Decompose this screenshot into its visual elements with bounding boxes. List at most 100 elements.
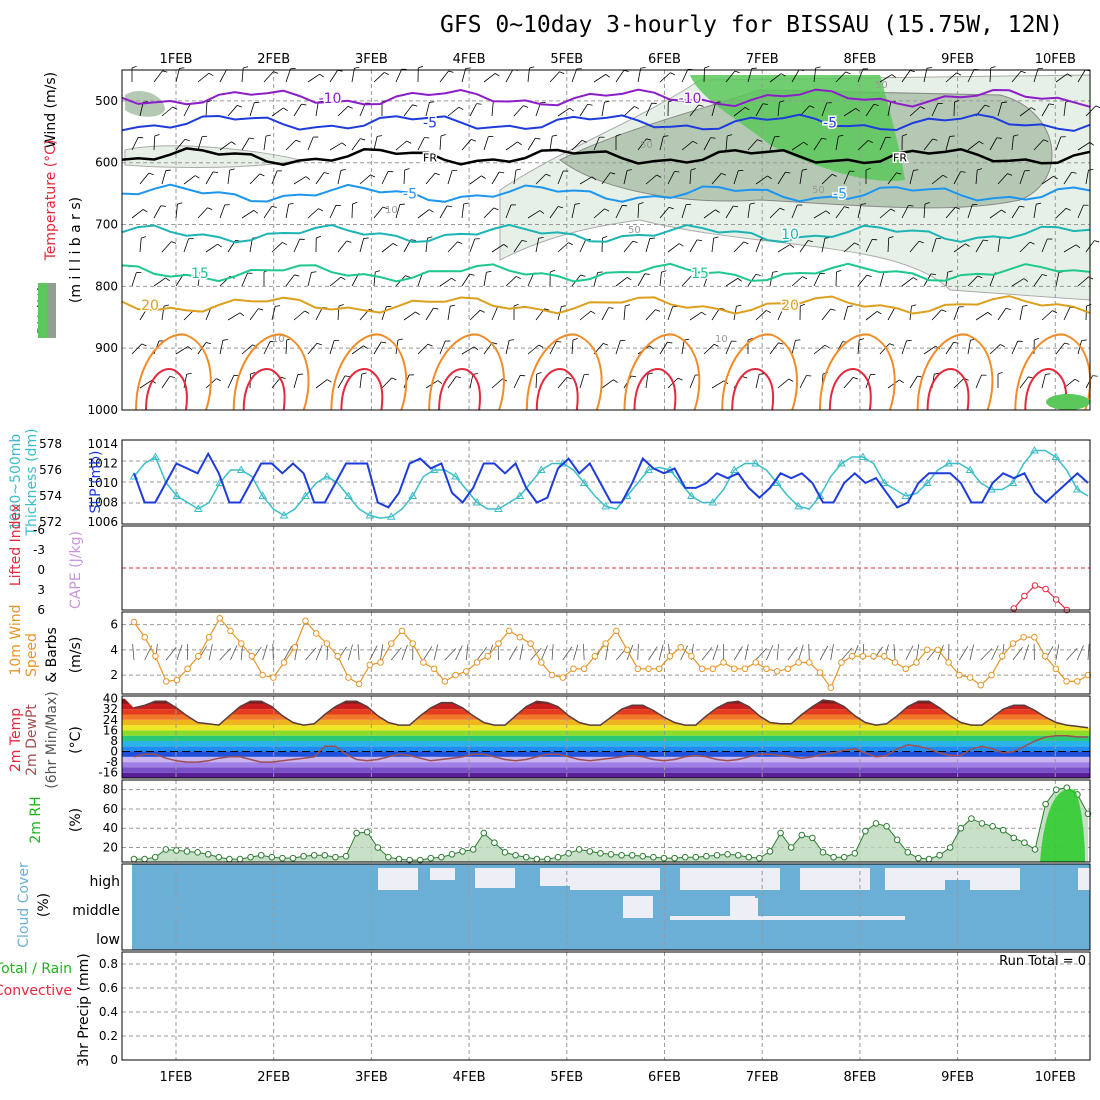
wind-barb-flag bbox=[889, 343, 895, 346]
li-tick-label: -6 bbox=[33, 523, 45, 537]
ylabel-cape: CAPE (J/kg) bbox=[68, 531, 84, 609]
wind-barb-flag bbox=[494, 73, 500, 77]
rh-shade-surface bbox=[1046, 394, 1090, 410]
wind-barb bbox=[469, 238, 476, 253]
wind-barb-flag bbox=[194, 175, 200, 179]
wind-barb bbox=[975, 374, 982, 389]
rh-marker bbox=[607, 850, 615, 858]
thickness-marker bbox=[1072, 485, 1082, 493]
wind-barb bbox=[1033, 204, 1037, 219]
wind-barb-flag bbox=[684, 338, 690, 341]
wind10-barb bbox=[1066, 647, 1078, 661]
wind10-marker bbox=[216, 615, 224, 622]
rh-marker bbox=[215, 853, 223, 861]
cloud-clear-patch bbox=[378, 868, 418, 890]
wind10-marker bbox=[848, 652, 856, 660]
isotherm-label: 15 bbox=[691, 266, 709, 282]
slp-tick-label: 1006 bbox=[87, 515, 118, 529]
wind-barb bbox=[505, 204, 512, 219]
wind-barb-flag bbox=[405, 275, 411, 278]
wind-barb-flag bbox=[997, 371, 1003, 375]
wind-barb bbox=[769, 136, 775, 151]
wind10-barb bbox=[455, 645, 463, 661]
wind-barb bbox=[967, 141, 980, 151]
wind-barb bbox=[835, 71, 847, 83]
wind-barb-flag bbox=[169, 376, 175, 378]
date-label-top: 2FEB bbox=[257, 52, 290, 67]
thickness-marker bbox=[794, 501, 803, 510]
wind-barb bbox=[1019, 306, 1024, 321]
wind-barb bbox=[835, 136, 839, 151]
wind-barb bbox=[901, 340, 907, 355]
wind-barb bbox=[681, 275, 692, 287]
cloud-clear-patch bbox=[475, 868, 515, 888]
temp2m-line bbox=[133, 699, 1089, 729]
wind10-barb bbox=[808, 643, 810, 661]
wind-barb-flag bbox=[780, 73, 786, 77]
temp-color-band bbox=[122, 751, 1090, 757]
wind-barb-flag bbox=[912, 277, 918, 281]
wind-barb bbox=[637, 203, 640, 219]
lifted-index-marker bbox=[1042, 585, 1049, 593]
wind-barb bbox=[1011, 278, 1025, 287]
wind-barb bbox=[505, 340, 510, 355]
wind-barb bbox=[579, 239, 587, 253]
wind-barb-flag bbox=[613, 379, 618, 383]
wind-barb bbox=[799, 240, 809, 253]
wind-barb bbox=[293, 103, 302, 117]
rh-marker bbox=[395, 855, 403, 863]
date-label-bottom: 1FEB bbox=[160, 1070, 193, 1085]
wind-barb-flag bbox=[930, 273, 937, 276]
pressure-tick-label: 1000 bbox=[87, 403, 118, 417]
cloud-clear-patch bbox=[430, 868, 455, 880]
wind10-marker bbox=[720, 659, 727, 666]
wind-barb bbox=[329, 205, 337, 219]
rh-moist-area bbox=[1040, 789, 1085, 862]
date-label-top: 6FEB bbox=[648, 52, 681, 67]
wind-barb-flag bbox=[340, 169, 346, 171]
panel-frame bbox=[121, 525, 1091, 611]
wind-barb bbox=[923, 345, 936, 355]
ylabel-speed: Speed bbox=[24, 633, 40, 677]
wind-barb bbox=[307, 73, 320, 83]
wind-barb bbox=[659, 341, 668, 355]
wind-barb bbox=[601, 379, 614, 389]
wind-barb-flag bbox=[363, 345, 368, 349]
wind-barb bbox=[461, 274, 470, 287]
wind-barb bbox=[315, 307, 323, 321]
wind-barb-flag bbox=[207, 207, 213, 210]
wind-barb bbox=[615, 70, 625, 83]
rh-marker bbox=[650, 853, 657, 861]
warm-contour bbox=[721, 333, 799, 411]
wind-barb-flag bbox=[217, 243, 222, 248]
wind-barb bbox=[975, 170, 978, 185]
wind-barb-flag bbox=[143, 101, 149, 103]
wind-barb bbox=[799, 170, 803, 185]
wind-barb bbox=[667, 306, 673, 321]
wind-barb bbox=[161, 170, 167, 185]
wind-barb bbox=[535, 238, 540, 253]
thickness-line bbox=[133, 449, 1089, 519]
wind-barb bbox=[711, 102, 717, 117]
wind10-barb bbox=[508, 645, 518, 661]
wind10-marker bbox=[441, 678, 449, 685]
cloud-clear-patch bbox=[800, 868, 870, 890]
wind-barb bbox=[505, 69, 514, 83]
wind-barb bbox=[593, 136, 600, 151]
wind-barb-flag bbox=[778, 342, 784, 345]
wind10-marker bbox=[688, 652, 695, 660]
rh-marker bbox=[819, 849, 827, 856]
wind-barb-flag bbox=[590, 310, 596, 315]
wind-barb bbox=[623, 240, 634, 253]
wind-barb bbox=[359, 174, 371, 185]
date-label-top: 8FEB bbox=[843, 52, 876, 67]
wind-barb-flag bbox=[733, 205, 739, 208]
wind-barb-flag bbox=[160, 205, 166, 207]
wind10-marker bbox=[613, 627, 620, 635]
wind-barb-flag bbox=[802, 276, 808, 280]
wind-barb bbox=[1019, 376, 1029, 389]
wind-barb-flag bbox=[556, 341, 562, 343]
thickness-marker bbox=[301, 491, 310, 499]
wind-barb-flag bbox=[853, 377, 859, 380]
thickness-marker bbox=[1030, 446, 1039, 454]
